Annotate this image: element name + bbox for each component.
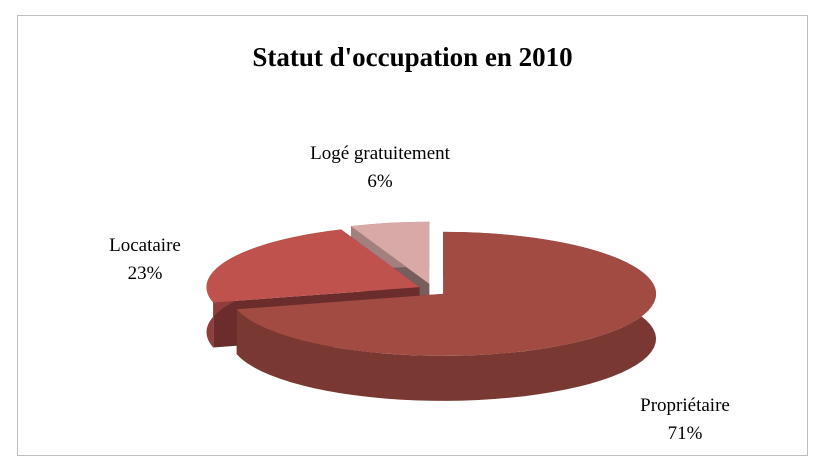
value-label: 71% xyxy=(667,423,703,444)
value-label: 6% xyxy=(367,171,393,192)
slice xyxy=(236,231,657,401)
data-label: Logé gratuitement 6% xyxy=(305,140,455,196)
slice-top xyxy=(236,231,657,356)
slice-top xyxy=(350,221,430,284)
category-label: Logé gratuitement xyxy=(310,143,450,164)
category-label: Locataire xyxy=(109,235,181,256)
data-label: Propriétaire 71% xyxy=(610,392,760,448)
chart-frame xyxy=(17,15,808,456)
value-label: 23% xyxy=(127,263,163,284)
slice-top xyxy=(206,229,420,303)
data-label: Locataire 23% xyxy=(85,232,205,288)
chart-title: Statut d'occupation en 2010 xyxy=(252,42,573,72)
category-label: Propriétaire xyxy=(640,395,730,416)
